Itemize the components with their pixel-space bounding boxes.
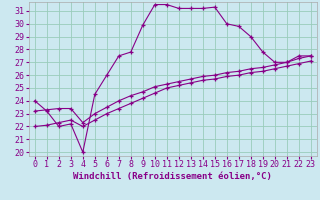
X-axis label: Windchill (Refroidissement éolien,°C): Windchill (Refroidissement éolien,°C) [73, 172, 272, 181]
